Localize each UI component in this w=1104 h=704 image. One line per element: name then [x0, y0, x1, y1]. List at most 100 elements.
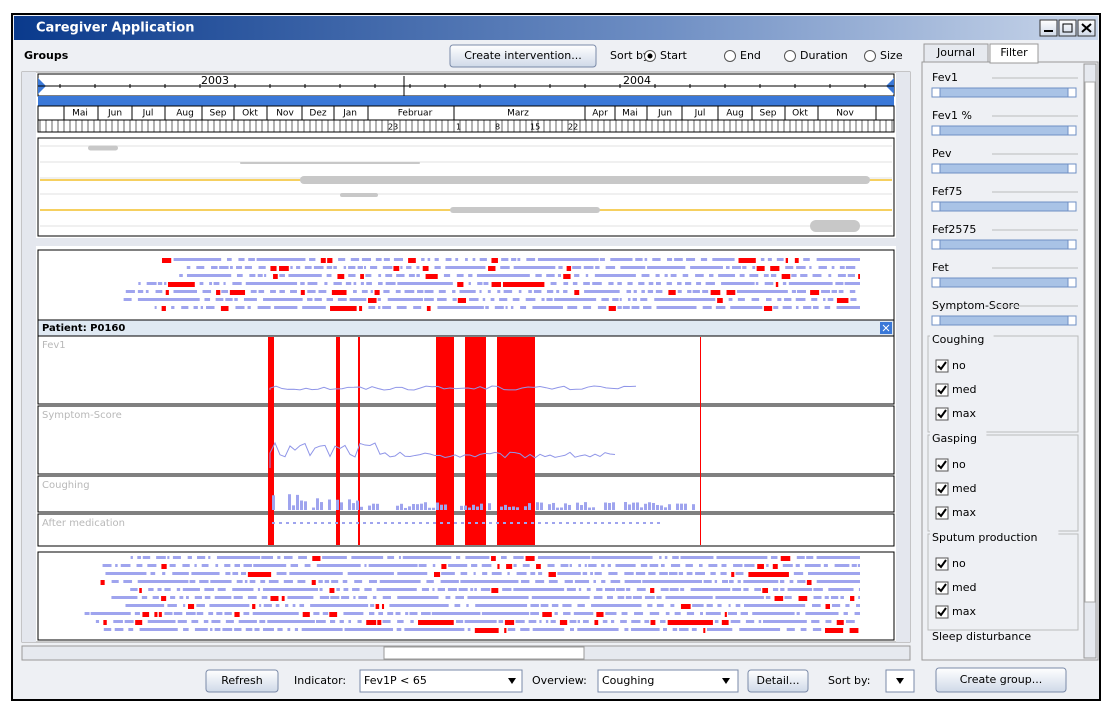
radio[interactable] — [784, 50, 796, 62]
slider-knob[interactable] — [931, 87, 941, 98]
segment — [849, 290, 856, 293]
med-dot — [650, 522, 653, 524]
red-segment — [703, 628, 706, 633]
range-slider[interactable] — [931, 277, 1077, 288]
segment — [322, 556, 347, 559]
segment — [275, 604, 280, 607]
range-slider[interactable] — [931, 201, 1077, 212]
radio[interactable] — [864, 50, 876, 62]
segment — [313, 266, 324, 269]
radio[interactable] — [724, 50, 736, 62]
segment — [447, 588, 457, 591]
med-dot — [391, 522, 394, 524]
red-segment — [488, 266, 496, 271]
slider-knob[interactable] — [931, 277, 941, 288]
segment — [854, 612, 860, 615]
indicator-combo[interactable] — [359, 669, 523, 693]
cough-bar — [692, 504, 695, 510]
segment — [243, 612, 250, 615]
splitter[interactable] — [22, 238, 910, 246]
segment — [666, 282, 672, 285]
slider-knob[interactable] — [1067, 87, 1077, 98]
segment — [744, 604, 806, 607]
segment — [551, 604, 559, 607]
segment — [169, 564, 176, 567]
segment — [299, 604, 305, 607]
slider-knob[interactable] — [931, 125, 941, 136]
segment — [344, 628, 394, 631]
scroll-thumb[interactable] — [383, 646, 585, 660]
range-slider[interactable] — [931, 163, 1077, 174]
slider-knob[interactable] — [931, 201, 941, 212]
detail-button[interactable] — [747, 669, 809, 693]
segment — [562, 604, 572, 607]
overview-combo[interactable] — [597, 669, 739, 693]
segment — [582, 572, 588, 575]
segment — [577, 604, 585, 607]
segment — [638, 282, 645, 285]
slider-knob[interactable] — [931, 315, 941, 326]
segment — [128, 628, 134, 631]
slider-knob[interactable] — [1067, 201, 1077, 212]
range-slider[interactable] — [931, 125, 1077, 136]
segment — [452, 298, 457, 301]
segment — [294, 628, 299, 631]
create-group-button[interactable] — [935, 667, 1067, 693]
cough-bar — [368, 505, 371, 510]
red-segment — [542, 612, 552, 617]
minimize[interactable] — [1039, 19, 1058, 37]
cough-bar — [564, 503, 567, 510]
refresh-button[interactable] — [205, 669, 279, 693]
range-slider[interactable] — [931, 315, 1077, 326]
segment — [616, 588, 625, 591]
slider-knob[interactable] — [1067, 239, 1077, 250]
scroll-thumb[interactable] — [1084, 81, 1096, 603]
med-dot — [384, 522, 387, 524]
segment — [326, 266, 333, 269]
segment — [800, 274, 808, 277]
red-segment — [187, 604, 195, 609]
red-segment — [548, 572, 556, 577]
med-dot — [475, 522, 478, 524]
segment — [448, 564, 468, 567]
tab[interactable] — [923, 43, 989, 63]
slider-knob[interactable] — [1067, 277, 1077, 288]
segment — [845, 620, 855, 623]
segment — [382, 620, 391, 623]
slider-knob[interactable] — [1067, 163, 1077, 174]
segment — [432, 588, 435, 591]
slider-knob[interactable] — [1067, 125, 1077, 136]
tab-active[interactable] — [989, 43, 1039, 64]
range-slider[interactable] — [931, 239, 1077, 250]
range-slider[interactable] — [931, 87, 1077, 98]
segment — [672, 628, 678, 631]
segment — [387, 612, 394, 615]
segment — [812, 628, 822, 631]
maximize[interactable] — [1058, 19, 1077, 37]
slider-knob[interactable] — [931, 163, 941, 174]
segment — [182, 564, 190, 567]
gray-bar — [450, 207, 600, 213]
segment — [593, 580, 596, 583]
segment — [577, 620, 581, 623]
segment — [615, 564, 636, 567]
segment — [847, 274, 855, 277]
med-dot — [286, 522, 289, 524]
slider-knob[interactable] — [1067, 315, 1077, 326]
red-segment — [474, 628, 499, 633]
segment — [644, 620, 650, 623]
cough-bar — [348, 499, 351, 510]
window-controls[interactable] — [1039, 19, 1096, 37]
slider-knob[interactable] — [931, 239, 941, 250]
red-segment — [717, 298, 723, 303]
segment — [124, 620, 134, 623]
segment — [364, 564, 367, 567]
segment — [649, 564, 659, 567]
segment — [225, 298, 233, 301]
segment — [812, 604, 821, 607]
segment — [626, 290, 632, 293]
segment — [752, 612, 795, 615]
create-intervention-button[interactable] — [449, 44, 597, 68]
group-title: Coughing — [932, 333, 984, 346]
segment — [283, 580, 293, 583]
